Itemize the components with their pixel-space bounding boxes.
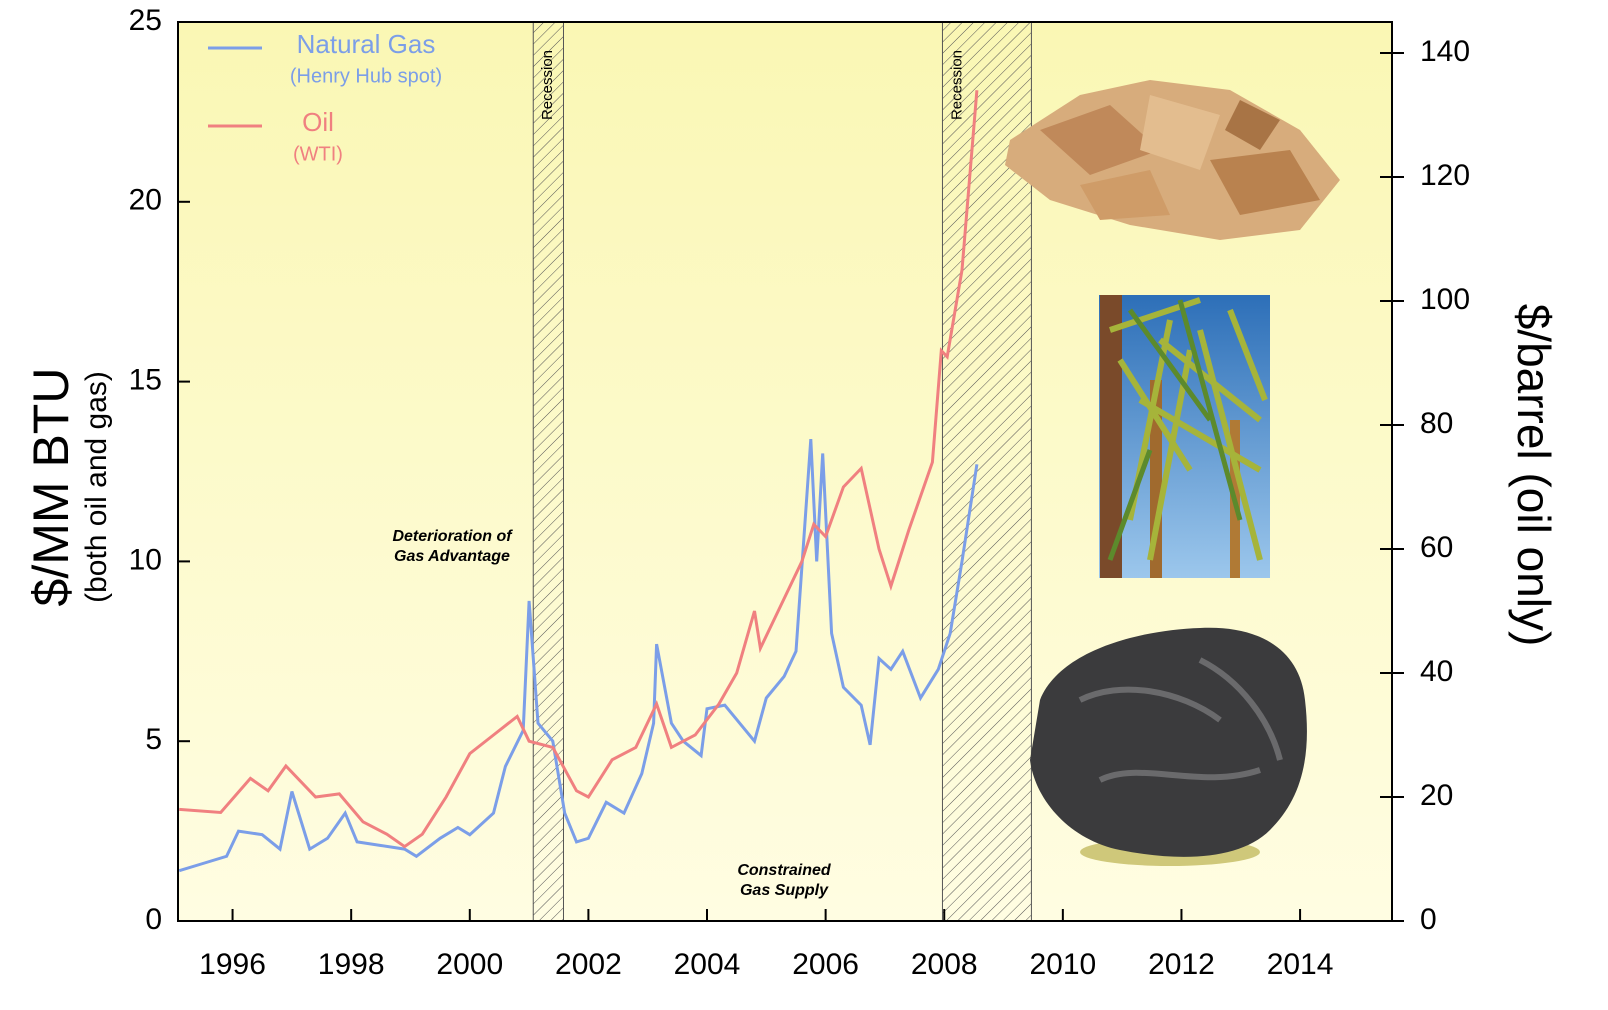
annotation: Gas Supply [740,882,829,899]
recession-label: Recession [948,50,965,120]
legend-note: (WTI) [293,143,343,165]
y2-tick-label: 20 [1420,779,1453,812]
y2-tick-label: 0 [1420,903,1437,936]
y-tick-label: 15 [129,364,162,397]
y2-tick-label: 140 [1420,35,1470,68]
y-tick-label: 10 [129,543,162,576]
sugarcane-image [1099,295,1270,578]
x-tick-label: 2010 [1029,948,1096,981]
y2-tick-label: 60 [1420,531,1453,564]
y-tick-label: 25 [129,4,162,37]
y2-tick-label: 100 [1420,283,1470,316]
annotation: Gas Advantage [394,548,510,565]
recession-label: Recession [539,50,556,120]
x-tick-label: 2014 [1267,948,1334,981]
y-axis-subtitle: (both oil and gas) [80,371,113,603]
y-tick-label: 20 [129,184,162,217]
y2-tick-label: 80 [1420,407,1453,440]
y-axis-title: $/MM BTU [23,368,79,607]
series-line [178,438,979,873]
x-tick-label: 2012 [1148,948,1215,981]
y2-tick-label: 40 [1420,655,1453,688]
legend-note: (Henry Hub spot) [290,65,442,87]
legend-label: Oil [302,107,334,137]
legend-label: Natural Gas [297,29,436,59]
x-tick-label: 2006 [792,948,859,981]
y2-axis-title: $/barrel (oil only) [1508,304,1560,647]
series-line [179,90,979,849]
x-tick-label: 2004 [674,948,741,981]
wood-chips-image [1005,80,1340,240]
y-tick-label: 5 [145,723,162,756]
x-tick-label: 1996 [199,948,266,981]
y-tick-label: 0 [145,903,162,936]
annotation: Constrained [737,862,832,879]
x-tick-label: 2002 [555,948,622,981]
x-tick-label: 2008 [911,948,978,981]
coal-image [1030,627,1307,866]
x-tick-label: 1998 [318,948,385,981]
plot-border [177,21,1393,922]
y2-tick-label: 120 [1420,159,1470,192]
annotation: Deterioration of [392,528,513,545]
x-tick-label: 2000 [436,948,503,981]
